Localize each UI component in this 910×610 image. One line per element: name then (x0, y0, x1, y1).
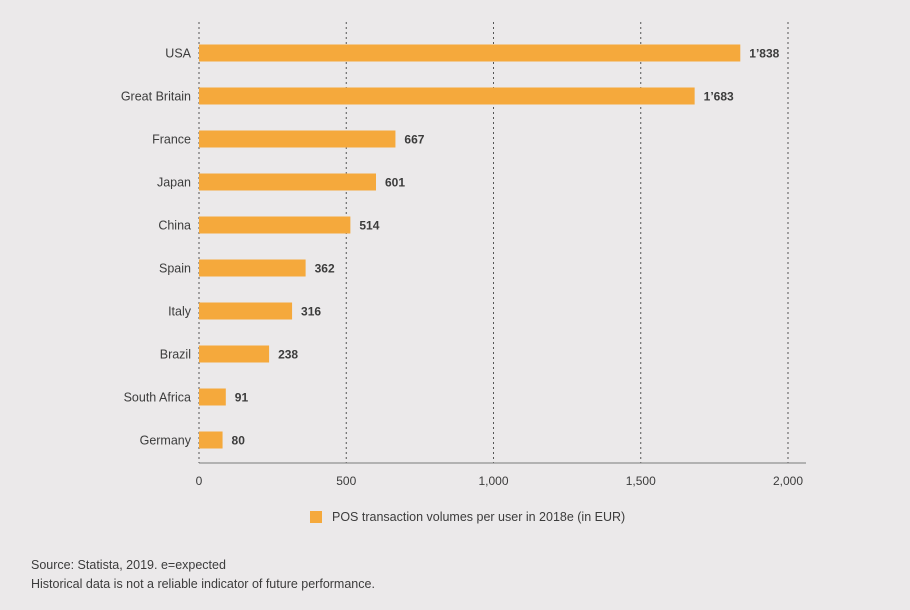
category-label: Japan (157, 176, 191, 190)
footnote: Source: Statista, 2019. e=expected Histo… (31, 556, 375, 594)
x-tick-label: 1,000 (478, 474, 508, 488)
category-label: Brazil (160, 348, 191, 362)
value-label: 238 (278, 348, 298, 362)
legend-swatch (310, 511, 322, 523)
category-label: Great Britain (121, 90, 191, 104)
bar (199, 388, 226, 406)
labels: 0 500 1,000 1,500 2,000 USA 1’838 Great Britain… (121, 47, 804, 489)
category-label: South Africa (124, 391, 191, 405)
bar (199, 87, 695, 105)
x-tick-label: 2,000 (773, 474, 803, 488)
category-label: France (152, 133, 191, 147)
value-label: 667 (404, 133, 424, 147)
bar (199, 345, 270, 363)
value-label: 1’838 (749, 47, 779, 61)
bar-chart: 0 500 1,000 1,500 2,000 USA 1’838 Great Britain… (121, 22, 806, 489)
x-tick-label: 500 (336, 474, 356, 488)
source-note: Source: Statista, 2019. e=expected (31, 558, 226, 572)
bar (199, 130, 396, 148)
bar (199, 173, 376, 191)
legend-label: POS transaction volumes per user in 2018… (332, 510, 626, 524)
legend: POS transaction volumes per user in 2018… (310, 510, 625, 524)
category-label: Spain (159, 262, 191, 276)
bars (199, 44, 741, 449)
value-label: 316 (301, 305, 321, 319)
x-tick-label: 0 (196, 474, 203, 488)
value-label: 362 (315, 262, 335, 276)
value-label: 80 (232, 434, 246, 448)
category-label: China (158, 219, 191, 233)
bar (199, 302, 293, 320)
disclaimer-note: Historical data is not a reliable indica… (31, 577, 375, 591)
value-label: 1’683 (704, 90, 734, 104)
bar (199, 216, 351, 234)
value-label: 601 (385, 176, 405, 190)
bar (199, 44, 741, 62)
value-label: 91 (235, 391, 249, 405)
bar (199, 259, 306, 277)
category-label: USA (165, 47, 191, 61)
value-label: 514 (359, 219, 379, 233)
x-tick-label: 1,500 (626, 474, 656, 488)
bar (199, 431, 223, 449)
category-label: Germany (140, 434, 192, 448)
grid-lines (198, 22, 789, 463)
category-label: Italy (168, 305, 192, 319)
